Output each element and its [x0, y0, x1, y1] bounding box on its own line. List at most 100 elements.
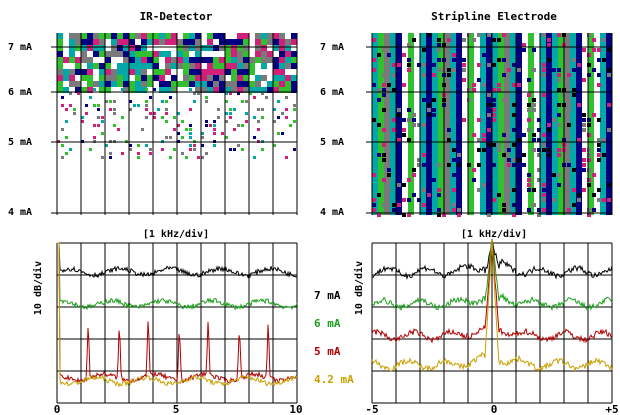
map-speckle — [457, 153, 461, 157]
map-speckle — [141, 128, 144, 131]
map-speckle — [527, 103, 531, 107]
map-speckle — [482, 53, 486, 57]
map-speckle — [177, 112, 180, 115]
map-speckle — [542, 208, 546, 212]
map-speckle — [567, 103, 571, 107]
map-cell — [123, 63, 129, 69]
map-speckle — [257, 108, 260, 111]
map-speckle — [412, 38, 416, 42]
map-speckle — [487, 143, 491, 147]
xtick-left-10: 10 — [289, 403, 302, 415]
map-speckle — [497, 148, 501, 152]
map-speckle — [213, 124, 216, 127]
map-speckle — [233, 128, 236, 131]
map-speckle — [502, 98, 506, 102]
map-cell — [285, 69, 291, 75]
map-cell — [147, 75, 153, 81]
map-cell — [159, 33, 165, 39]
map-speckle — [537, 213, 541, 217]
map-cell — [159, 63, 165, 69]
map-speckle — [572, 58, 576, 62]
map-speckle — [165, 100, 168, 103]
map-speckle — [69, 92, 72, 95]
map-speckle — [452, 58, 456, 62]
map-cell — [153, 69, 159, 75]
map-speckle — [205, 100, 208, 103]
map-cell — [57, 87, 63, 93]
map-cell — [249, 51, 255, 57]
map-cell — [111, 75, 117, 81]
map-cell — [195, 69, 201, 75]
map-speckle — [402, 213, 406, 217]
map-speckle — [129, 100, 132, 103]
map-speckle — [567, 73, 571, 77]
map-speckle — [587, 208, 591, 212]
map-cell — [225, 57, 231, 63]
map-cell — [195, 87, 201, 93]
map-cell — [87, 33, 93, 39]
map-speckle — [592, 193, 596, 197]
map-speckle — [382, 48, 386, 52]
map-cell — [135, 39, 141, 45]
map-cell — [69, 45, 75, 51]
map-speckle — [372, 38, 376, 42]
map-cell — [243, 69, 249, 75]
map-cell — [147, 45, 153, 51]
map-cell — [117, 51, 123, 57]
map-speckle — [113, 108, 116, 111]
map-speckle — [65, 136, 68, 139]
map-speckle — [462, 38, 466, 42]
map-speckle — [452, 188, 456, 192]
map-speckle — [492, 63, 496, 67]
map-speckle — [592, 208, 596, 212]
map-speckle — [97, 124, 100, 127]
map-cell — [255, 51, 261, 57]
map-speckle — [582, 78, 586, 82]
map-speckle — [437, 58, 441, 62]
map-speckle — [437, 188, 441, 192]
map-cell — [171, 57, 177, 63]
map-speckle — [602, 153, 606, 157]
map-speckle — [482, 138, 486, 142]
map-speckle — [149, 112, 152, 115]
map-speckle — [582, 188, 586, 192]
map-cell — [135, 51, 141, 57]
map-speckle — [422, 63, 426, 67]
map-speckle — [189, 128, 192, 131]
map-cell — [75, 63, 81, 69]
map-speckle — [169, 156, 172, 159]
map-cell — [123, 69, 129, 75]
map-stripe — [396, 33, 402, 215]
map-speckle — [462, 68, 466, 72]
map-speckle — [522, 133, 526, 137]
map-cell — [189, 51, 195, 57]
map-cell — [291, 81, 297, 87]
map-speckle — [477, 118, 481, 122]
map-cell — [81, 87, 87, 93]
map-cell — [141, 69, 147, 75]
map-speckle — [293, 120, 296, 123]
map-speckle — [237, 92, 240, 95]
map-cell — [207, 81, 213, 87]
map-cell — [255, 63, 261, 69]
map-speckle — [382, 158, 386, 162]
map-cell — [183, 81, 189, 87]
map-speckle — [582, 118, 586, 122]
map-speckle — [97, 116, 100, 119]
map-speckle — [427, 113, 431, 117]
map-cell — [213, 69, 219, 75]
map-cell — [201, 33, 207, 39]
map-cell — [135, 63, 141, 69]
map-stripe — [504, 33, 510, 215]
map-cell — [111, 87, 117, 93]
map-speckle — [397, 138, 401, 142]
map-speckle — [492, 98, 496, 102]
map-speckle — [85, 104, 88, 107]
map-speckle — [482, 83, 486, 87]
map-cell — [231, 51, 237, 57]
map-stripe — [408, 33, 414, 215]
map-cell — [195, 81, 201, 87]
map-speckle — [105, 144, 108, 147]
map-speckle — [407, 68, 411, 72]
map-cell — [201, 75, 207, 81]
